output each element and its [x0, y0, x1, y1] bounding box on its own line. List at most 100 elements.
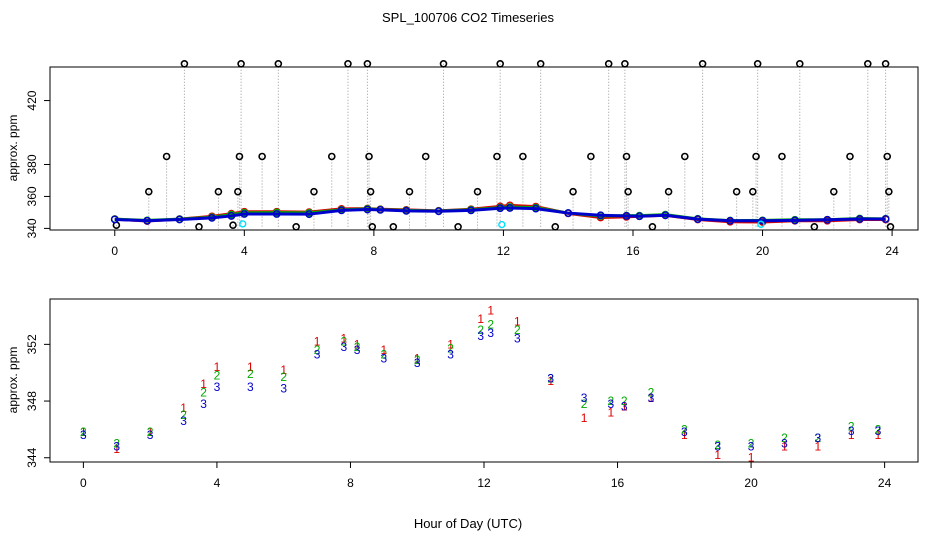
bottom-series-1-point: 1 [648, 391, 655, 405]
top-series-3-point [635, 212, 644, 221]
top-spike-point [551, 223, 560, 231]
top-spike-point [622, 152, 631, 161]
bottom-series-1-point: 1 [280, 363, 287, 377]
top-x-tick-label: 24 [885, 244, 899, 258]
bottom-series-1-point: 1 [875, 428, 882, 442]
bottom-series-3-point: 3 [113, 439, 120, 453]
bottom-series-2-point: 2 [487, 318, 494, 332]
top-series-3-point [305, 210, 314, 219]
top-spike-point [749, 187, 757, 196]
top-spike-point [421, 152, 430, 161]
top-spike-point [473, 187, 482, 196]
top-spike-point [624, 187, 632, 196]
panel-top-marks [110, 60, 895, 231]
top-series-3-point [881, 215, 890, 223]
bottom-series-3-point: 3 [748, 439, 755, 453]
bottom-series-3-point: 3 [80, 428, 87, 442]
bottom-series-2-point: 2 [180, 408, 187, 422]
bottom-series-3-point: 3 [848, 424, 855, 438]
bottom-x-tick-label: 20 [744, 476, 758, 490]
bottom-series-3-point: 3 [875, 424, 882, 438]
top-spike-point [292, 223, 300, 231]
top-series-3-point [208, 213, 216, 222]
top-spike-point [405, 187, 414, 196]
top-x-tick-label: 16 [626, 244, 640, 258]
top-spike-point [863, 60, 872, 68]
bottom-series-3-point: 3 [681, 425, 688, 439]
top-series-3-point [272, 210, 281, 218]
bottom-series-2-point: 2 [581, 397, 588, 411]
bottom-series-3-point: 3 [314, 347, 321, 361]
bottom-series-1-point: 1 [447, 337, 454, 351]
top-spike-point [753, 60, 762, 68]
bottom-series-1-point: 1 [340, 332, 347, 346]
top-spike-point [810, 223, 819, 231]
bottom-y-tick-label: 344 [25, 447, 39, 467]
bottom-series-1-point: 1 [414, 352, 421, 366]
top-cyan-point [498, 220, 506, 229]
bottom-series-2-point: 2 [875, 422, 882, 436]
bottom-series-1-point: 1 [581, 411, 588, 425]
top-spike-point [752, 152, 760, 161]
bottom-series-1-point: 1 [354, 337, 361, 351]
bottom-series-1-point: 1 [180, 401, 187, 415]
bottom-series-1-point: 1 [547, 374, 554, 388]
bottom-series-1-point: 1 [80, 425, 87, 439]
bottom-series-2-point: 2 [247, 367, 254, 381]
bottom-series-1-point: 1 [477, 312, 484, 326]
top-series-3-point [791, 216, 799, 225]
top-y-tick-label: 360 [25, 186, 39, 206]
bottom-series-3-point: 3 [214, 380, 221, 394]
top-spike-point [389, 223, 398, 231]
bottom-series-2-point: 2 [280, 370, 287, 384]
top-spike-point [368, 223, 377, 231]
top-y-tick-label: 420 [25, 90, 39, 110]
top-spike-point [846, 152, 854, 161]
bottom-series-3-point: 3 [180, 414, 187, 428]
top-series-3-point [227, 212, 236, 220]
top-x-tick-label: 0 [111, 244, 118, 258]
bottom-series-2-point: 2 [547, 371, 554, 385]
top-y-tick-label: 380 [25, 154, 39, 174]
bottom-series-1-point: 1 [514, 315, 521, 329]
top-series-3-point [622, 212, 631, 220]
bottom-series-2-point: 2 [80, 425, 87, 439]
top-series-3-point [726, 216, 735, 225]
top-series-3-point [434, 207, 443, 216]
top-cyan-point [757, 220, 765, 228]
top-spike-point [778, 152, 786, 161]
bottom-series-2-point: 2 [748, 437, 755, 451]
chart-title: SPL_100706 CO2 Timeseries [382, 10, 554, 25]
bottom-series-2-point: 2 [781, 431, 788, 445]
top-series-3-point [376, 205, 385, 214]
top-spike-point [519, 152, 527, 161]
panel-bottom-ylabel: approx. ppm [6, 347, 20, 414]
top-spike-point [344, 60, 352, 68]
bottom-series-3-point: 3 [200, 397, 207, 411]
bottom-series-1-point: 1 [848, 428, 855, 442]
top-spike-point [363, 60, 372, 68]
top-spike-point [604, 60, 613, 68]
top-x-tick-label: 4 [241, 244, 248, 258]
bottom-x-tick-label: 12 [477, 476, 491, 490]
top-series-3-point [758, 216, 767, 225]
top-spike-point [454, 223, 462, 231]
bottom-series-3-point: 3 [447, 347, 454, 361]
bottom-x-tick-label: 0 [80, 476, 87, 490]
top-spike-point [569, 187, 577, 196]
top-series-3-point [240, 210, 249, 218]
bottom-series-1-point: 1 [681, 428, 688, 442]
bottom-series-1-point: 1 [214, 360, 221, 374]
top-spike-point [235, 152, 244, 161]
top-y-tick-label: 340 [25, 218, 39, 238]
top-spike-point [214, 187, 223, 196]
top-spike-point [795, 60, 804, 68]
top-series-3-point [531, 204, 540, 213]
top-series-3-point [110, 215, 119, 224]
bottom-series-2-point: 2 [848, 420, 855, 434]
bottom-series-1-point: 1 [714, 448, 721, 462]
bottom-series-1-point: 1 [781, 439, 788, 453]
bottom-series-2-point: 2 [314, 343, 321, 357]
bottom-series-3-point: 3 [477, 329, 484, 343]
